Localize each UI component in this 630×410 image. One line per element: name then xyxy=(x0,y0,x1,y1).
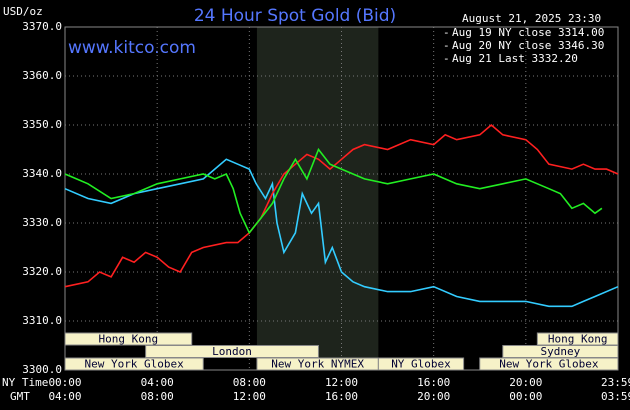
y-tick-label: 3320.0 xyxy=(22,265,62,278)
series-line xyxy=(64,158,619,308)
x-tick-label: 20:00 xyxy=(509,376,542,389)
y-axis-label: USD/oz xyxy=(3,5,43,18)
x-axis-label: NY Time xyxy=(2,376,48,389)
series-line xyxy=(64,123,619,288)
y-tick-label: 3370.0 xyxy=(22,20,62,33)
x2-tick-label: 16:00 xyxy=(325,390,358,403)
session-label: New York Globex xyxy=(499,358,599,371)
x2-tick-label: 08:00 xyxy=(141,390,174,403)
session-bar xyxy=(64,332,193,346)
x-tick-label: 16:00 xyxy=(417,376,450,389)
x-tick-label: 12:00 xyxy=(325,376,358,389)
series-line xyxy=(64,147,603,235)
y-tick-label: 3360.0 xyxy=(22,69,62,82)
x-tick-label: 08:00 xyxy=(233,376,266,389)
legend-label: Aug 19 NY close 3314.00 xyxy=(452,26,604,39)
legend-label: Aug 20 NY close 3346.30 xyxy=(452,39,604,52)
session-label: New York NYMEX xyxy=(271,358,364,371)
session-label: Hong Kong xyxy=(548,333,608,346)
session-label: Hong Kong xyxy=(99,333,159,346)
session-bar xyxy=(479,357,619,371)
y-tick-label: 3300.0 xyxy=(22,363,62,376)
legend-bullet: - xyxy=(443,26,450,39)
x2-tick-label: 12:00 xyxy=(233,390,266,403)
watermark: www.kitco.com xyxy=(68,38,196,58)
chart-title: 24 Hour Spot Gold (Bid) xyxy=(194,6,396,26)
legend-bullet: - xyxy=(443,52,450,65)
x-tick-label: 23:59 xyxy=(601,376,630,389)
x2-tick-label: 20:00 xyxy=(417,390,450,403)
x-tick-label: 04:00 xyxy=(141,376,174,389)
legend-bullet: - xyxy=(443,39,450,52)
x-tick-label: 00:00 xyxy=(48,376,81,389)
legend-label: Aug 21 Last 3332.20 xyxy=(452,52,578,65)
y-tick-label: 3350.0 xyxy=(22,118,62,131)
session-bar xyxy=(64,357,204,371)
session-bar xyxy=(377,357,465,371)
session-label: London xyxy=(212,345,252,358)
session-bar xyxy=(145,345,319,358)
session-shade xyxy=(256,27,379,370)
x2-axis-label: GMT xyxy=(10,390,30,403)
session-label: New York Globex xyxy=(84,358,184,371)
session-label: NY Globex xyxy=(391,358,451,371)
session-label: Sydney xyxy=(541,345,581,358)
y-tick-label: 3310.0 xyxy=(22,314,62,327)
x2-tick-label: 04:00 xyxy=(48,390,81,403)
chart-subtitle: August 21, 2025 23:30 xyxy=(462,12,601,25)
y-tick-label: 3330.0 xyxy=(22,216,62,229)
x2-tick-label: 00:00 xyxy=(509,390,542,403)
x2-tick-label: 03:59 xyxy=(601,390,630,403)
y-tick-label: 3340.0 xyxy=(22,167,62,180)
